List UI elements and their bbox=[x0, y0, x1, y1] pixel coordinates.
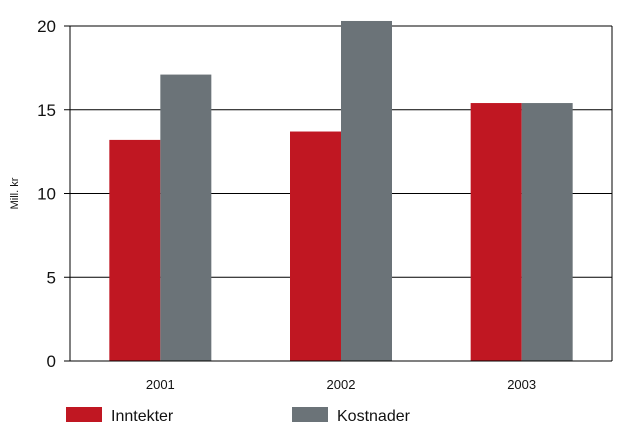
y-tick-label: 15 bbox=[37, 101, 56, 120]
bar-inntekter-2001 bbox=[109, 139, 161, 361]
bar-kostnader-2003 bbox=[521, 103, 573, 362]
legend: Inntekter Kostnader bbox=[66, 407, 411, 425]
y-axis-title: Mill. kr bbox=[9, 177, 21, 209]
bar-inntekter-2002 bbox=[290, 131, 341, 361]
x-tick-label: 2003 bbox=[507, 377, 536, 392]
y-tick-label: 0 bbox=[47, 352, 56, 371]
y-tick-label: 5 bbox=[47, 268, 56, 287]
legend-label-inntekter: Inntekter bbox=[111, 408, 174, 425]
x-tick-label: 2002 bbox=[327, 377, 356, 392]
y-tick-labels: 0 5 10 15 20 bbox=[37, 17, 56, 371]
bar-kostnader-2002 bbox=[341, 20, 392, 361]
y-tick-label: 20 bbox=[37, 17, 56, 36]
axes bbox=[64, 25, 613, 362]
bar-kostnader-2001 bbox=[160, 74, 212, 361]
x-tick-label: 2001 bbox=[146, 377, 175, 392]
x-tick-labels: 2001 2002 2003 bbox=[146, 377, 536, 392]
bars bbox=[109, 20, 573, 362]
legend-swatch-kostnader bbox=[292, 407, 328, 422]
legend-swatch-inntekter bbox=[66, 407, 102, 422]
legend-label-kostnader: Kostnader bbox=[337, 408, 411, 425]
bar-inntekter-2003 bbox=[470, 103, 522, 362]
y-tick-label: 10 bbox=[37, 185, 56, 204]
